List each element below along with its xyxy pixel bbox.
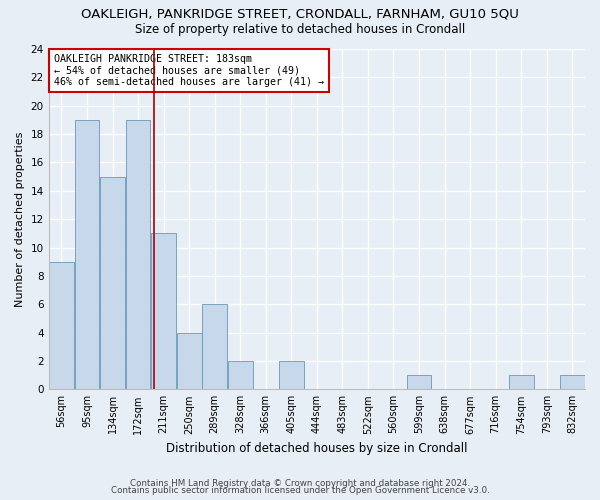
Bar [177,332,202,390]
Bar [202,304,227,390]
Bar [49,262,74,390]
Bar [100,176,125,390]
Text: OAKLEIGH PANKRIDGE STREET: 183sqm
← 54% of detached houses are smaller (49)
46% : OAKLEIGH PANKRIDGE STREET: 183sqm ← 54% … [54,54,324,88]
X-axis label: Distribution of detached houses by size in Crondall: Distribution of detached houses by size … [166,442,467,455]
Bar [74,120,100,390]
Bar [228,361,253,390]
Bar [279,361,304,390]
Bar [509,375,533,390]
Bar [560,375,584,390]
Text: Contains HM Land Registry data © Crown copyright and database right 2024.: Contains HM Land Registry data © Crown c… [130,478,470,488]
Text: Size of property relative to detached houses in Crondall: Size of property relative to detached ho… [135,22,465,36]
Bar [407,375,431,390]
Bar [151,234,176,390]
Text: OAKLEIGH, PANKRIDGE STREET, CRONDALL, FARNHAM, GU10 5QU: OAKLEIGH, PANKRIDGE STREET, CRONDALL, FA… [81,8,519,20]
Bar [125,120,151,390]
Text: Contains public sector information licensed under the Open Government Licence v3: Contains public sector information licen… [110,486,490,495]
Y-axis label: Number of detached properties: Number of detached properties [15,132,25,307]
